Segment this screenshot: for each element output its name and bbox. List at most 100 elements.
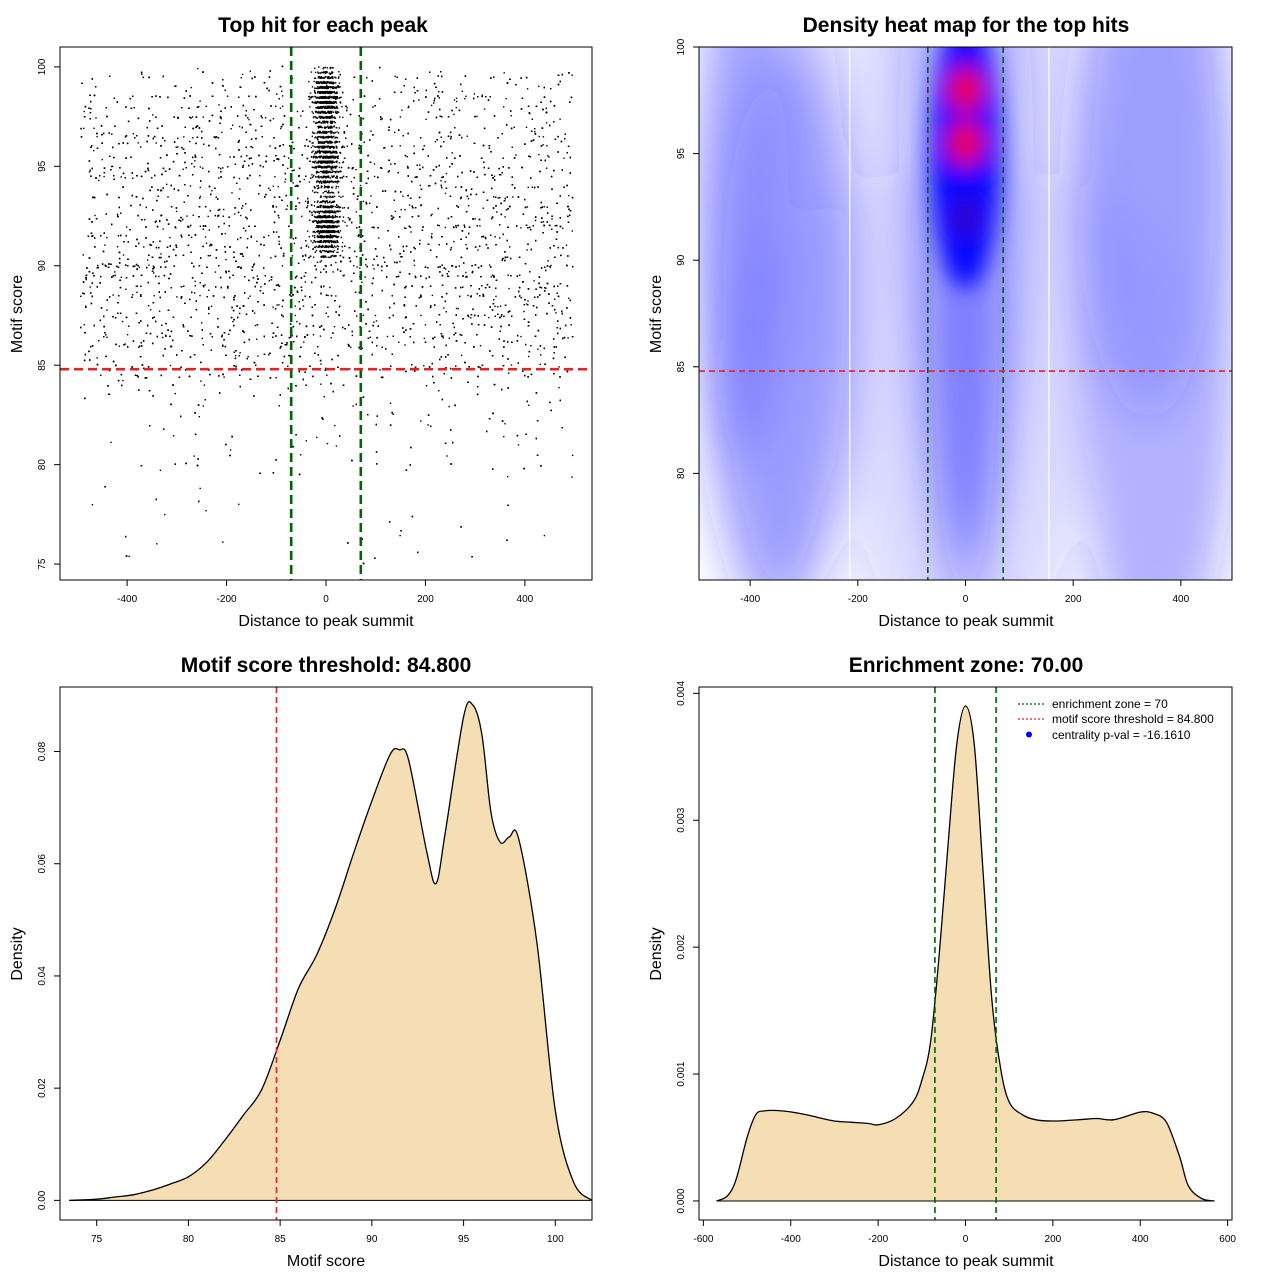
- scatter-point: [275, 377, 277, 379]
- scatter-point: [240, 77, 242, 79]
- scatter-point: [410, 446, 412, 449]
- scatter-point: [400, 208, 402, 211]
- scatter-point: [91, 282, 93, 284]
- scatter-point: [559, 118, 561, 120]
- scatter-point: [351, 334, 354, 337]
- scatter-point: [520, 77, 522, 79]
- scatter-point: [502, 233, 504, 236]
- scatter-point: [209, 210, 211, 212]
- scatter-point: [455, 97, 458, 99]
- scatter-point: [355, 255, 358, 258]
- scatter-point: [199, 225, 202, 227]
- scatter-point: [404, 344, 406, 346]
- scatter-point: [218, 104, 220, 106]
- scatter-point: [198, 216, 200, 218]
- scatter-point: [231, 192, 233, 194]
- scatter-point: [287, 387, 289, 390]
- scatter-point: [326, 442, 329, 445]
- scatter-point: [431, 294, 434, 297]
- scatter-point: [359, 184, 362, 187]
- scatter-point: [260, 286, 262, 288]
- scatter-point: [103, 167, 106, 169]
- scatter-point: [423, 365, 425, 367]
- scatter-point: [125, 288, 127, 290]
- scatter-point: [413, 264, 416, 267]
- scatter-point: [225, 443, 227, 446]
- scatter-point: [473, 93, 476, 95]
- scatter-point: [568, 297, 570, 299]
- scatter-point: [465, 95, 467, 97]
- scatter-point: [203, 286, 205, 288]
- scatter-point: [567, 337, 569, 339]
- scatter-point: [429, 249, 432, 251]
- scatter-point: [547, 260, 549, 262]
- scatter-point: [94, 214, 96, 217]
- scatter-point: [176, 354, 178, 356]
- scatter-point: [380, 376, 383, 378]
- scatter-point: [355, 211, 357, 213]
- scatter-point: [208, 289, 210, 291]
- scatter-point: [539, 363, 541, 366]
- scatter-point: [161, 332, 163, 334]
- scatter-point: [412, 207, 414, 209]
- scatter-point: [278, 196, 281, 198]
- scatter-point: [327, 316, 329, 318]
- scatter-point: [456, 100, 458, 103]
- scatter-point: [293, 242, 296, 245]
- scatter-point: [166, 183, 168, 185]
- scatter-point: [255, 129, 257, 132]
- scatter-point: [489, 350, 491, 352]
- scatter-point: [225, 354, 227, 356]
- scatter-point: [444, 226, 446, 229]
- scatter-point: [322, 68, 324, 70]
- scatter-point: [406, 165, 409, 168]
- scatter-point: [244, 230, 247, 232]
- scatter-point: [498, 174, 501, 176]
- scatter-point: [488, 264, 491, 266]
- scatter-point: [153, 272, 155, 274]
- scatter-point: [194, 280, 196, 283]
- scatter-point: [359, 267, 361, 269]
- scatter-point: [221, 334, 223, 336]
- scatter-point: [268, 187, 270, 189]
- scatter-point: [560, 254, 562, 257]
- scatter-point: [508, 372, 510, 374]
- scatter-point: [445, 187, 448, 189]
- scatter-point: [249, 295, 251, 297]
- scatter-point: [104, 244, 106, 246]
- scatter-point: [438, 91, 440, 93]
- scatter-point: [197, 67, 199, 70]
- scatter-point: [399, 116, 402, 118]
- scatter-point: [214, 271, 217, 273]
- scatter-point: [145, 206, 147, 209]
- scatter-point: [268, 280, 270, 282]
- scatter-point: [100, 374, 102, 376]
- scatter-point: [370, 130, 372, 132]
- scatter-point: [81, 82, 83, 84]
- scatter-point: [551, 215, 553, 217]
- scatter-point: [405, 370, 407, 373]
- scatter-point: [251, 269, 253, 271]
- scatter-point: [131, 296, 133, 298]
- scatter-point: [443, 307, 445, 309]
- scatter-title: Top hit for each peak: [218, 14, 428, 37]
- scatter-point: [482, 207, 484, 209]
- scatter-point: [106, 336, 108, 338]
- scatter-point: [358, 147, 360, 150]
- scatter-point: [199, 166, 202, 168]
- scatter-point: [106, 236, 108, 239]
- scatter-point: [540, 354, 542, 356]
- scatter-point: [540, 465, 542, 467]
- scatter-point: [394, 210, 397, 213]
- scatter-point: [249, 123, 251, 125]
- scatter-point: [373, 321, 375, 323]
- scatter-point: [234, 213, 236, 215]
- scatter-point: [464, 98, 466, 100]
- scatter-point: [335, 445, 338, 447]
- scatter-point: [401, 256, 403, 258]
- scatter-point: [277, 185, 279, 188]
- scatter-point: [238, 312, 241, 315]
- scatter-point: [199, 294, 201, 297]
- scatter-point: [316, 187, 319, 190]
